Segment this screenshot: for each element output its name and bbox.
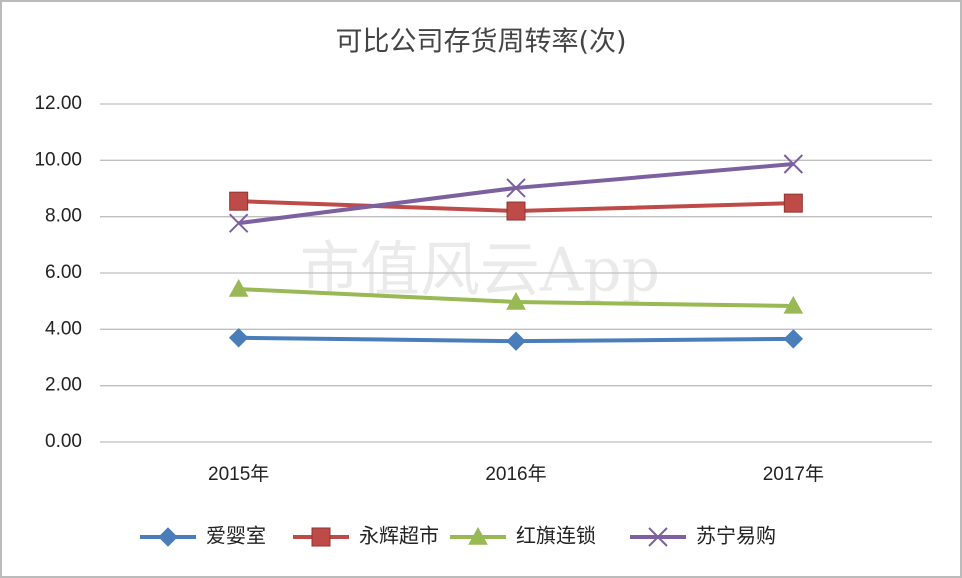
marker [228,279,249,297]
y-tick-label: 12.00 [34,93,82,114]
x-tick-label: 2016年 [485,463,546,485]
x-tick-label: 2015年 [208,463,269,485]
marker [228,328,249,348]
y-tick-label: 6.00 [45,262,82,283]
marker [783,329,804,349]
legend-label: 苏宁易购 [696,524,776,548]
legend-marker [648,527,668,547]
y-tick-label: 10.00 [34,149,82,170]
y-tick-label: 0.00 [45,431,82,452]
chart-title: 可比公司存货周转率(次) [335,27,626,58]
marker [228,213,249,233]
legend-label: 红旗连锁 [516,524,596,548]
marker [783,154,804,174]
marker [506,291,526,310]
y-tick-label: 4.00 [45,318,82,339]
y-tick-label: 2.00 [45,375,82,396]
marker [506,201,526,221]
legend-marker [468,526,488,545]
marker [506,178,526,198]
marker [783,193,803,213]
marker [783,295,804,314]
marker [506,331,526,351]
legend-marker [311,527,331,547]
legend-marker [158,527,178,547]
y-tick-label: 8.00 [45,206,82,227]
marker [229,191,249,211]
legend-label: 爱婴室 [206,524,266,548]
x-tick-label: 2017年 [763,463,824,485]
legend-label: 永辉超市 [359,524,439,548]
